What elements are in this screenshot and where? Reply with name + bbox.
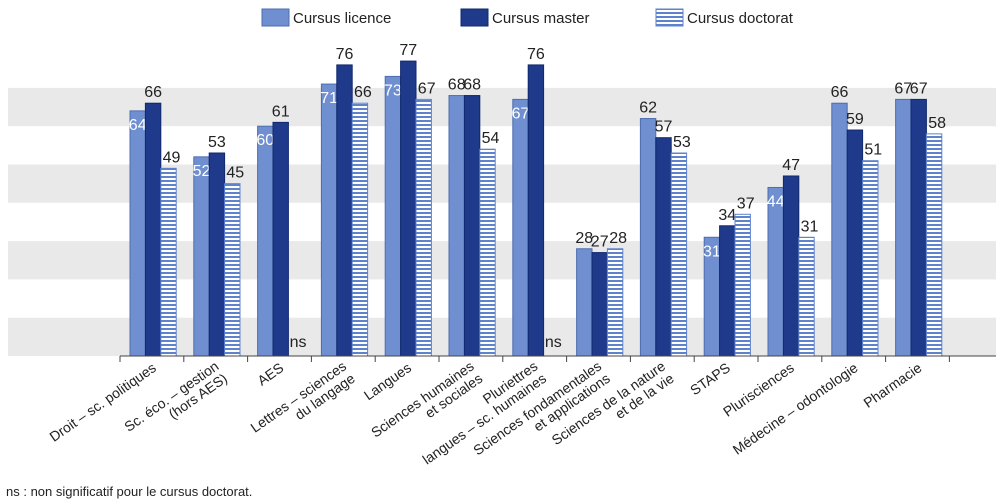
value-label: 68: [448, 77, 466, 94]
category-label-line: Médecine – odontologie: [730, 359, 861, 458]
value-label: 57: [655, 119, 673, 136]
bar-master: [910, 98, 927, 357]
bar-licence: [448, 95, 465, 357]
category-label-line: Pharmacie: [860, 359, 924, 411]
bar-licence: [320, 83, 338, 357]
value-label: 64: [129, 117, 147, 134]
bar-licence: [257, 125, 274, 357]
category-label-line: STAPS: [687, 359, 733, 398]
bar-master: [527, 64, 545, 357]
bar-doctorat: [670, 152, 688, 357]
value-label: 37: [737, 195, 755, 212]
value-label: 66: [144, 84, 162, 101]
value-label: 59: [846, 111, 864, 128]
value-label: 54: [482, 130, 500, 147]
value-label: 34: [718, 207, 736, 224]
bar-doctorat: [862, 160, 879, 357]
legend-swatch-master: [460, 8, 489, 27]
value-label: 28: [575, 230, 593, 247]
bar-doctorat: [351, 102, 369, 357]
value-label: 51: [864, 142, 882, 159]
bar-master: [782, 175, 800, 357]
legend-swatch-licence: [261, 8, 290, 27]
bar-master: [719, 225, 736, 357]
missing-label: ns: [290, 334, 307, 351]
category-label: Langues: [361, 359, 414, 403]
bar-licence: [193, 156, 210, 357]
value-label: 67: [894, 80, 912, 97]
value-label: 58: [928, 115, 946, 132]
missing-label: ns: [545, 334, 562, 351]
value-label: 28: [609, 230, 627, 247]
value-label: 53: [208, 134, 226, 151]
bar-licence: [129, 110, 146, 357]
bar-master: [144, 102, 162, 357]
legend-label-doctorat: Cursus doctorat: [687, 10, 794, 27]
value-label: 52: [193, 163, 211, 180]
value-label: 76: [336, 46, 354, 63]
bar-doctorat: [224, 183, 241, 357]
value-label: 76: [527, 46, 545, 63]
bar-licence: [576, 248, 593, 357]
value-label: 27: [591, 234, 609, 251]
value-label: 49: [163, 149, 181, 166]
legend-label-licence: Cursus licence: [293, 10, 391, 27]
bar-master: [208, 152, 226, 357]
legend-label-master: Cursus master: [492, 10, 590, 27]
value-label: 62: [639, 100, 657, 117]
value-label: 71: [320, 90, 338, 107]
bar-licence: [831, 102, 848, 357]
category-label: Pharmacie: [860, 359, 924, 411]
value-label: 67: [910, 80, 928, 97]
value-label: 67: [418, 80, 436, 97]
category-label: Droit – sc. politiques: [46, 359, 158, 444]
bar-licence: [767, 186, 784, 357]
value-label: 77: [399, 42, 417, 59]
bar-licence: [384, 75, 402, 357]
bar-master: [591, 252, 608, 357]
bar-licence: [895, 98, 912, 357]
bar-doctorat: [925, 133, 943, 357]
bar-doctorat: [798, 236, 815, 357]
legend-swatch-doctorat: [655, 8, 684, 27]
value-label: 45: [226, 165, 244, 182]
value-label: 68: [463, 77, 481, 94]
bar-doctorat: [160, 167, 177, 357]
value-label: 31: [703, 243, 721, 260]
value-label: 31: [801, 218, 819, 235]
bar-doctorat: [606, 248, 624, 357]
bar-master: [655, 137, 672, 357]
bar-master: [272, 121, 289, 357]
value-label: 67: [512, 105, 530, 122]
bar-master: [336, 64, 353, 357]
value-label: 66: [831, 84, 849, 101]
value-label: 60: [256, 132, 274, 149]
bar-master: [463, 95, 481, 357]
value-label: 61: [272, 103, 290, 120]
bar-licence: [512, 98, 529, 357]
bar-doctorat: [415, 98, 432, 357]
value-label: 66: [354, 84, 372, 101]
bar-doctorat: [479, 148, 496, 357]
value-label: 53: [673, 134, 691, 151]
category-label-line: Droit – sc. politiques: [46, 359, 158, 444]
x-axis: [119, 355, 996, 362]
value-label: 73: [384, 82, 402, 99]
bar-doctorat: [734, 213, 751, 357]
bar-master: [400, 60, 417, 357]
value-label: 44: [767, 193, 785, 210]
legend: Cursus licence Cursus master Cursus doctor…: [261, 8, 794, 27]
bar-licence: [639, 118, 657, 357]
category-label: Médecine – odontologie: [730, 359, 861, 458]
category-label-line: AES: [254, 359, 286, 388]
category-label: AES: [254, 359, 286, 388]
bar-master: [846, 129, 864, 357]
category-label: STAPS: [687, 359, 733, 398]
category-label-line: Langues: [361, 359, 414, 403]
value-label: 47: [782, 157, 800, 174]
footnote: ns : non significatif pour le cursus doc…: [6, 484, 253, 499]
